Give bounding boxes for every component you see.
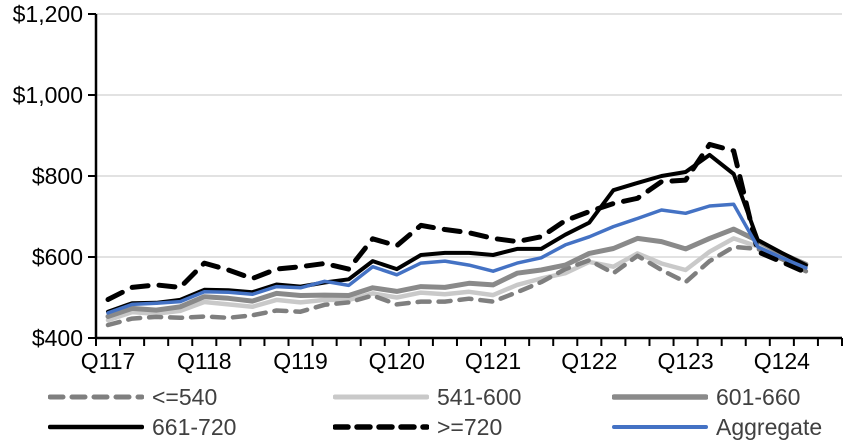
series-line-aggregate: [106, 202, 808, 315]
legend-label: 541-600: [437, 383, 522, 410]
legend-item-661-720: 661-720: [48, 414, 236, 440]
chart-legend: <=540 541-600 601-660 661-720 >=720 Aggregate: [0, 380, 852, 442]
legend-swatch-icon: [48, 424, 144, 430]
legend-item-aggregate: Aggregate: [612, 414, 822, 440]
x-axis-label-Q117: Q117: [81, 348, 136, 374]
y-axis-label-800: $800: [32, 163, 83, 189]
series-line-541-600: [105, 236, 809, 323]
y-axis-label-600: $600: [32, 244, 83, 270]
x-axis-label-Q120: Q120: [369, 348, 425, 374]
legend-swatch-icon: [48, 394, 144, 400]
legend-swatch-icon: [612, 425, 708, 429]
y-axis-label-1000: $1,000: [13, 82, 83, 108]
legend-label: 661-720: [152, 413, 237, 440]
x-axis-label-Q119: Q119: [273, 348, 328, 374]
series-line-540: [105, 244, 809, 328]
y-axis-label-1200: $1,200: [13, 1, 83, 27]
x-axis-label-Q122: Q122: [561, 348, 617, 374]
y-axis-label-400: $400: [32, 325, 83, 351]
x-axis-label-Q123: Q123: [657, 348, 713, 374]
series-line-661-720: [106, 152, 808, 314]
legend-swatch-icon: [612, 394, 708, 400]
legend-item-541-600: 541-600: [333, 384, 521, 410]
legend-label: 601-660: [716, 383, 801, 410]
x-axis-label-Q118: Q118: [177, 348, 232, 374]
legend-swatch-icon: [333, 424, 429, 430]
series-line-601-660: [105, 226, 809, 319]
x-axis-label-Q121: Q121: [465, 348, 521, 374]
legend-label: Aggregate: [716, 413, 823, 440]
legend-label: >=720: [437, 413, 503, 440]
chart-plot-area: $400 $600 $800 $1,000 $1,200 Q117 Q118 Q119 Q120…: [13, 1, 843, 374]
x-axis-label-Q124: Q124: [754, 348, 810, 374]
legend-item-720: >=720: [333, 414, 502, 440]
legend-item-601-660: 601-660: [612, 384, 800, 410]
legend-swatch-icon: [333, 394, 429, 400]
series-line-720: [105, 141, 809, 302]
legend-item-540: <=540: [48, 384, 217, 410]
legend-label: <=540: [152, 383, 218, 410]
